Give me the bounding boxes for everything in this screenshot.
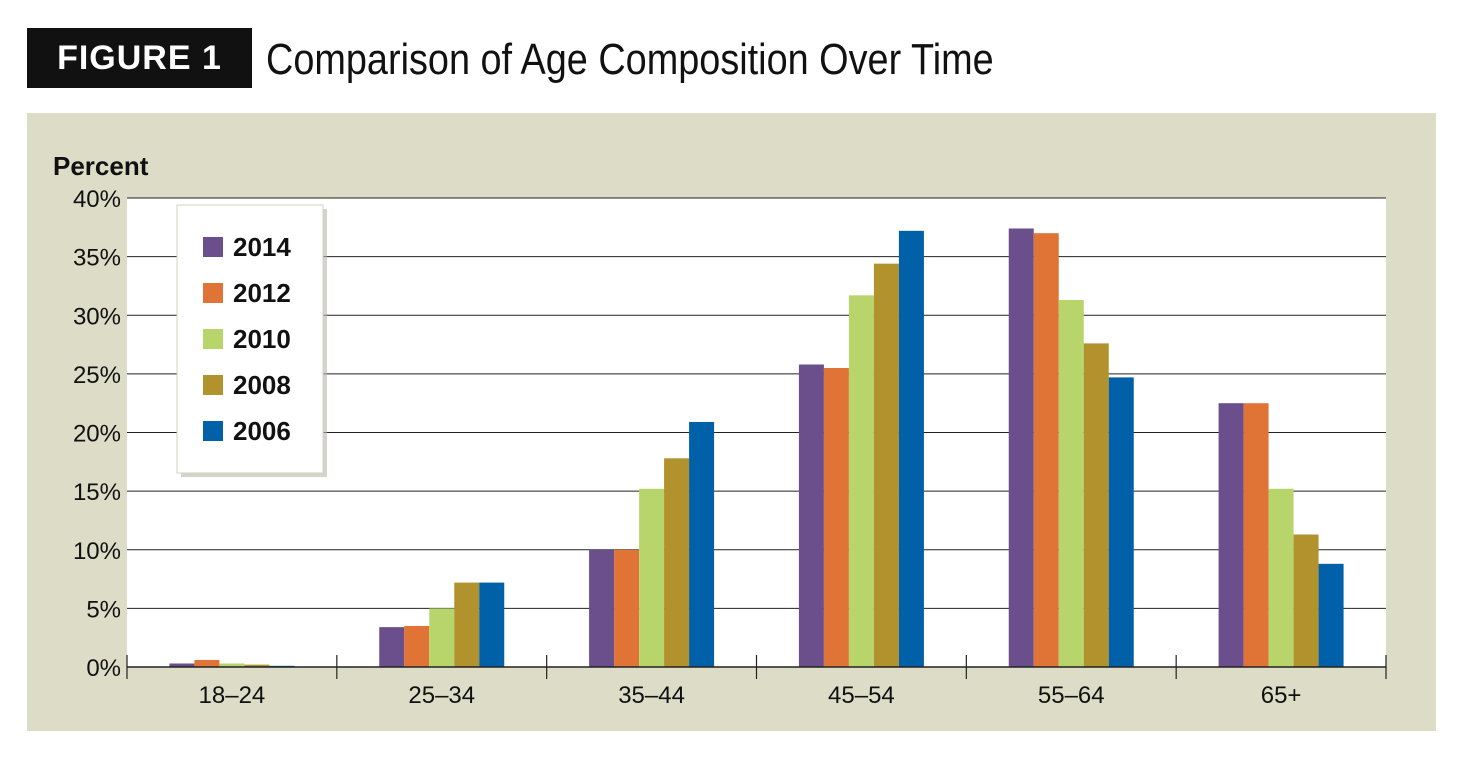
bar-2014 bbox=[1218, 403, 1244, 667]
chart-panel: Percent 0% 5% 10% 15% 20% 25% 30% 35% 40% 18–24 25–… bbox=[27, 113, 1436, 731]
bar-2010 bbox=[429, 608, 455, 667]
legend-swatch-2006 bbox=[203, 421, 223, 441]
legend-swatch-2014 bbox=[203, 237, 223, 257]
legend-swatch-2008 bbox=[203, 375, 223, 395]
legend-label: 2010 bbox=[233, 324, 291, 354]
y-tick-label: 20% bbox=[73, 421, 121, 448]
bar-2008 bbox=[873, 263, 899, 667]
figure-title: Comparison of Age Composition Over Time bbox=[266, 35, 994, 84]
figure-badge: FIGURE 1 bbox=[27, 28, 252, 88]
x-tick-label: 25–34 bbox=[408, 682, 475, 709]
bar-2012 bbox=[614, 549, 640, 667]
legend-label: 2012 bbox=[233, 278, 291, 308]
bar-2014 bbox=[1008, 228, 1034, 668]
bar-2006 bbox=[1318, 563, 1344, 667]
bar-2006 bbox=[479, 582, 505, 667]
bar-2008 bbox=[1083, 343, 1109, 667]
legend-label: 2014 bbox=[233, 232, 291, 262]
legend-label: 2006 bbox=[233, 416, 291, 446]
y-tick-label: 10% bbox=[73, 538, 121, 565]
bar-2008 bbox=[664, 458, 690, 667]
bar-2010 bbox=[848, 295, 874, 667]
bar-2012 bbox=[823, 368, 849, 667]
bar-2012 bbox=[1033, 233, 1059, 668]
bar-2012 bbox=[194, 659, 220, 667]
y-tick-label: 40% bbox=[73, 186, 121, 213]
y-tick-label: 0% bbox=[86, 655, 121, 682]
y-tick-label: 25% bbox=[73, 362, 121, 389]
x-tick-label: 18–24 bbox=[199, 682, 266, 709]
legend-swatch-2012 bbox=[203, 283, 223, 303]
bar-2008 bbox=[244, 664, 270, 667]
bar-2006 bbox=[898, 230, 924, 667]
bar-2008 bbox=[1293, 534, 1319, 667]
bar-2014 bbox=[589, 549, 615, 667]
y-tick-label: 35% bbox=[73, 245, 121, 272]
bar-2010 bbox=[1268, 488, 1294, 667]
bar-2014 bbox=[379, 627, 405, 667]
bar-2012 bbox=[1243, 403, 1269, 667]
x-tick-label: 35–44 bbox=[618, 682, 685, 709]
y-tick-label: 15% bbox=[73, 479, 121, 506]
bar-2012 bbox=[404, 625, 430, 667]
bar-2010 bbox=[1058, 300, 1084, 667]
bar-2014 bbox=[798, 364, 824, 667]
x-tick-label: 45–54 bbox=[828, 682, 895, 709]
bar-2008 bbox=[454, 582, 480, 667]
x-tick-label: 65+ bbox=[1261, 682, 1302, 709]
legend-swatch-2010 bbox=[203, 329, 223, 349]
y-axis-label: Percent bbox=[53, 151, 149, 181]
bar-2010 bbox=[219, 663, 245, 667]
bar-2006 bbox=[1108, 377, 1134, 667]
legend-box bbox=[176, 204, 324, 474]
bar-2010 bbox=[639, 488, 665, 667]
x-tick-label: 55–64 bbox=[1038, 682, 1105, 709]
legend-label: 2008 bbox=[233, 370, 291, 400]
y-tick-label: 5% bbox=[86, 596, 121, 623]
bar-chart: Percent 0% 5% 10% 15% 20% 25% 30% 35% 40% 18–24 25–… bbox=[53, 151, 1387, 709]
bar-2014 bbox=[169, 663, 195, 667]
bar-2006 bbox=[689, 421, 715, 667]
y-tick-label: 30% bbox=[73, 303, 121, 330]
